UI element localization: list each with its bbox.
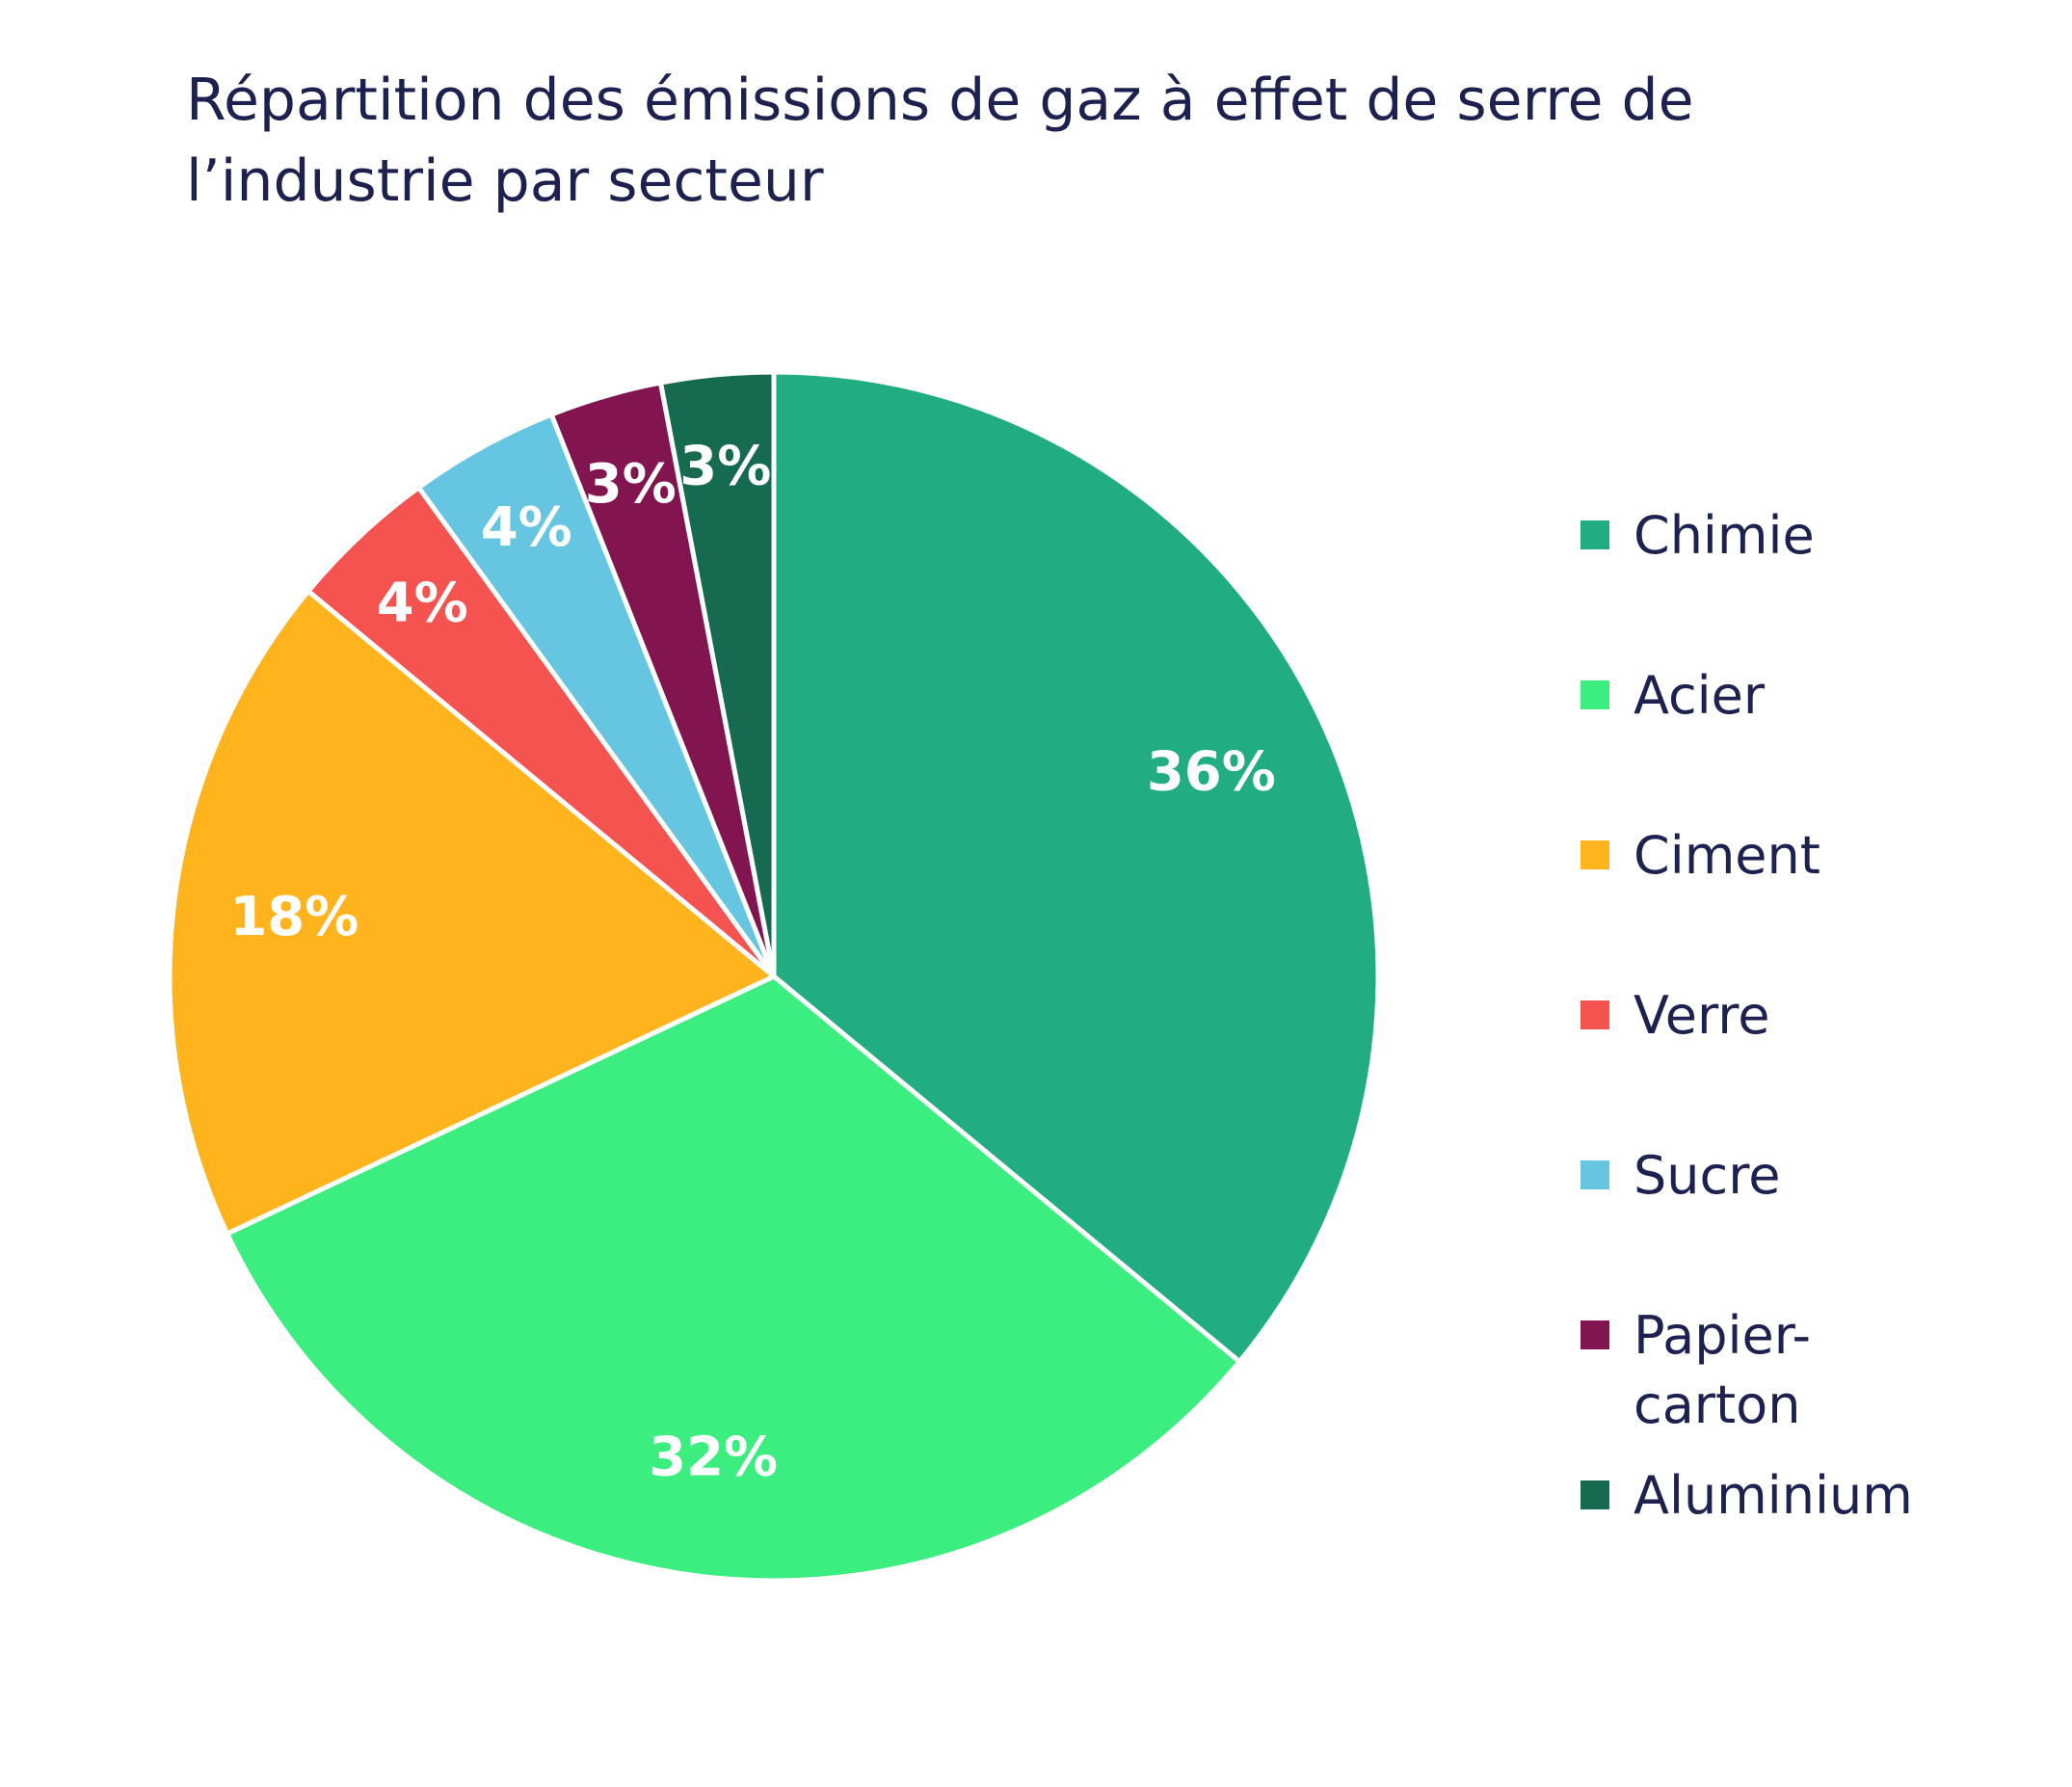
legend-swatch [1581,1160,1609,1189]
pie-slice-ciment [167,587,779,1238]
pie-slice-acier [224,974,1243,1584]
legend-label: Acier [1634,665,1766,726]
legend-swatch [1581,680,1609,709]
data-label-verre: 4% [377,572,468,634]
legend-swatch [1581,1480,1609,1509]
data-label-papier-carton: 3% [585,453,677,516]
legend-label: Ciment [1634,825,1820,886]
data-label-chimie: 36% [1147,740,1276,803]
data-label-acier: 32% [649,1427,778,1489]
legend-label: Chimie [1634,505,1815,566]
legend-swatch [1581,1320,1609,1349]
legend-label: Verre [1634,985,1770,1046]
data-label-ciment: 18% [229,886,359,948]
chart-title: Répartition des émissions de gaz à effet… [186,67,1694,215]
legend-label: Aluminium [1634,1465,1913,1526]
legend-label: Papier-carton [1634,1305,1811,1435]
pie-slice-aluminium [657,369,777,977]
legend-label: Sucre [1634,1145,1781,1206]
data-label-sucre: 4% [481,496,572,559]
data-label-aluminium: 3% [679,435,771,497]
legend-swatch [1581,1000,1609,1029]
legend-swatch [1581,840,1609,869]
legend-swatch [1581,520,1609,549]
pie-slice-chimie [771,369,1381,1366]
